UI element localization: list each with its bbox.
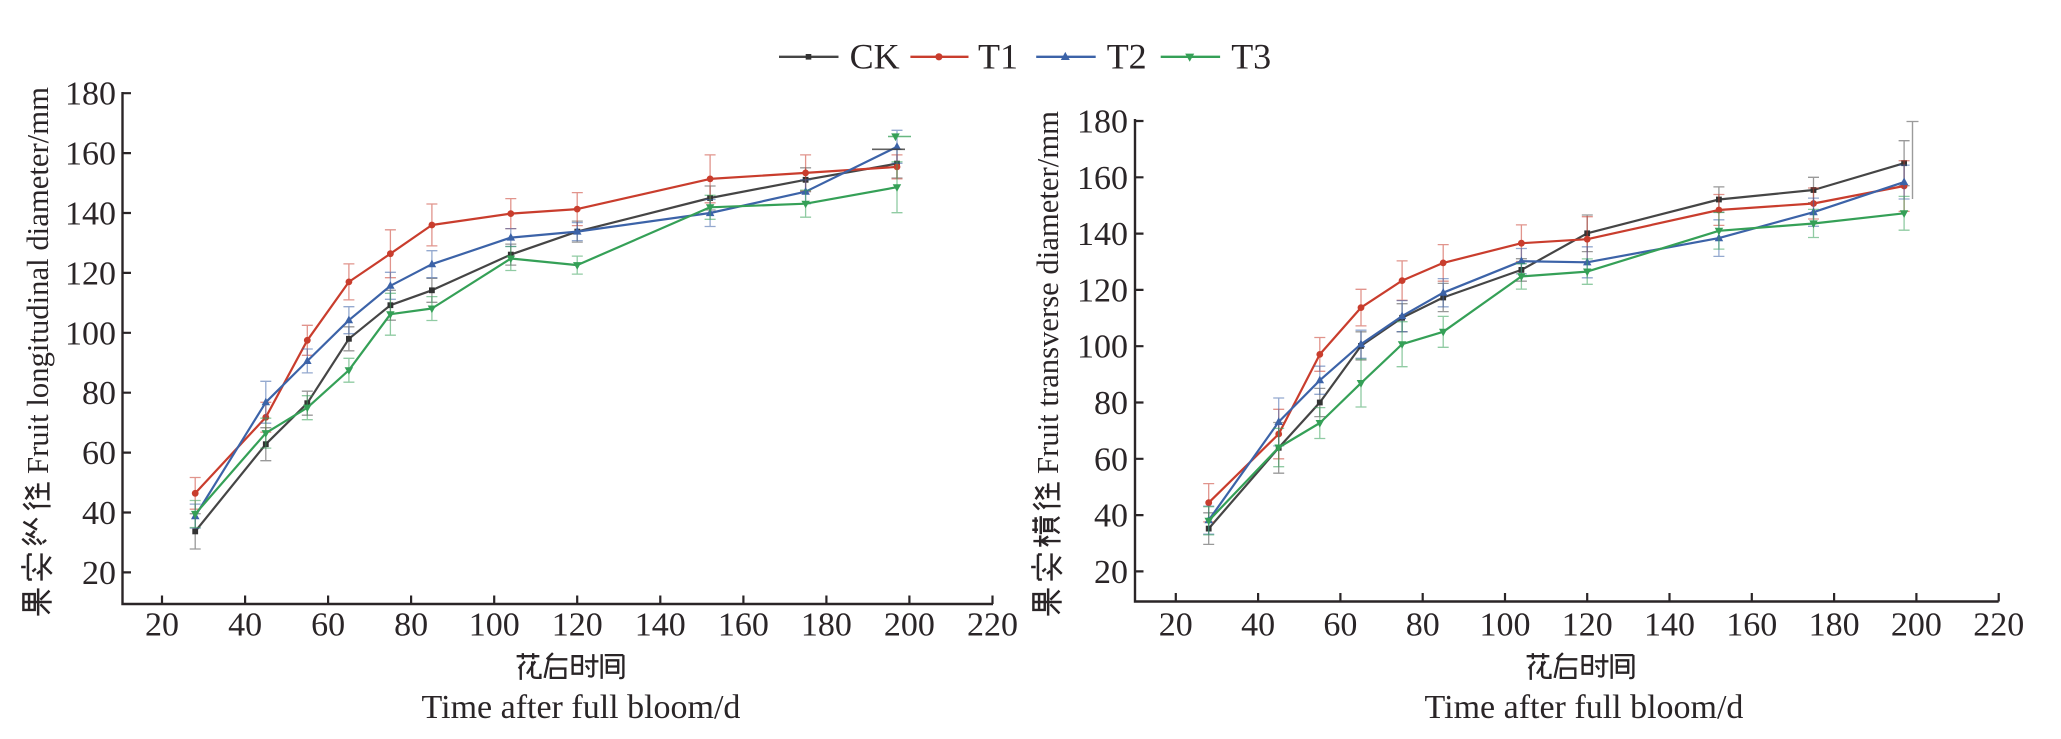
- svg-text:20: 20: [1159, 607, 1193, 644]
- svg-text:80: 80: [1406, 607, 1440, 644]
- svg-text:160: 160: [718, 607, 769, 644]
- svg-text:T2: T2: [1107, 37, 1147, 77]
- svg-text:20: 20: [82, 555, 116, 592]
- svg-text:100: 100: [1480, 607, 1531, 644]
- svg-text:140: 140: [65, 196, 116, 233]
- svg-text:40: 40: [1241, 607, 1275, 644]
- svg-text:100: 100: [65, 315, 116, 352]
- svg-text:200: 200: [1891, 607, 1942, 644]
- svg-text:120: 120: [552, 607, 603, 644]
- svg-text:180: 180: [1809, 607, 1860, 644]
- svg-text:60: 60: [1094, 441, 1128, 478]
- svg-text:160: 160: [65, 136, 116, 173]
- svg-text:40: 40: [228, 607, 262, 644]
- svg-text:120: 120: [65, 255, 116, 292]
- svg-text:180: 180: [65, 76, 116, 113]
- svg-text:160: 160: [1726, 607, 1777, 644]
- svg-text:140: 140: [1077, 216, 1128, 253]
- svg-text:160: 160: [1077, 160, 1128, 197]
- svg-text:20: 20: [1094, 554, 1128, 591]
- svg-text:220: 220: [1973, 607, 2024, 644]
- svg-text:140: 140: [1644, 607, 1695, 644]
- svg-text:120: 120: [1077, 272, 1128, 309]
- svg-text:Time after full bloom/d: Time after full bloom/d: [422, 689, 741, 726]
- svg-text:40: 40: [82, 495, 116, 532]
- svg-text:20: 20: [145, 607, 179, 644]
- svg-text:60: 60: [311, 607, 345, 644]
- svg-text:180: 180: [801, 607, 852, 644]
- svg-text:200: 200: [884, 607, 935, 644]
- svg-text:100: 100: [1077, 329, 1128, 366]
- svg-text:80: 80: [1094, 385, 1128, 422]
- svg-text:T1: T1: [978, 37, 1018, 77]
- svg-text:100: 100: [469, 607, 520, 644]
- svg-text:180: 180: [1077, 104, 1128, 141]
- svg-text:40: 40: [1094, 498, 1128, 535]
- svg-text:Fruit transverse diameter/mm: Fruit transverse diameter/mm: [1031, 111, 1065, 474]
- svg-text:80: 80: [394, 607, 428, 644]
- svg-text:140: 140: [635, 607, 686, 644]
- svg-text:60: 60: [82, 435, 116, 472]
- svg-text:120: 120: [1562, 607, 1613, 644]
- svg-text:Time after full bloom/d: Time after full bloom/d: [1425, 689, 1744, 726]
- svg-text:Fruit longitudinal diameter/mm: Fruit longitudinal diameter/mm: [21, 87, 55, 474]
- svg-text:80: 80: [82, 375, 116, 412]
- svg-text:T3: T3: [1231, 37, 1271, 77]
- svg-text:220: 220: [967, 607, 1018, 644]
- svg-text:CK: CK: [850, 37, 900, 77]
- svg-text:60: 60: [1323, 607, 1357, 644]
